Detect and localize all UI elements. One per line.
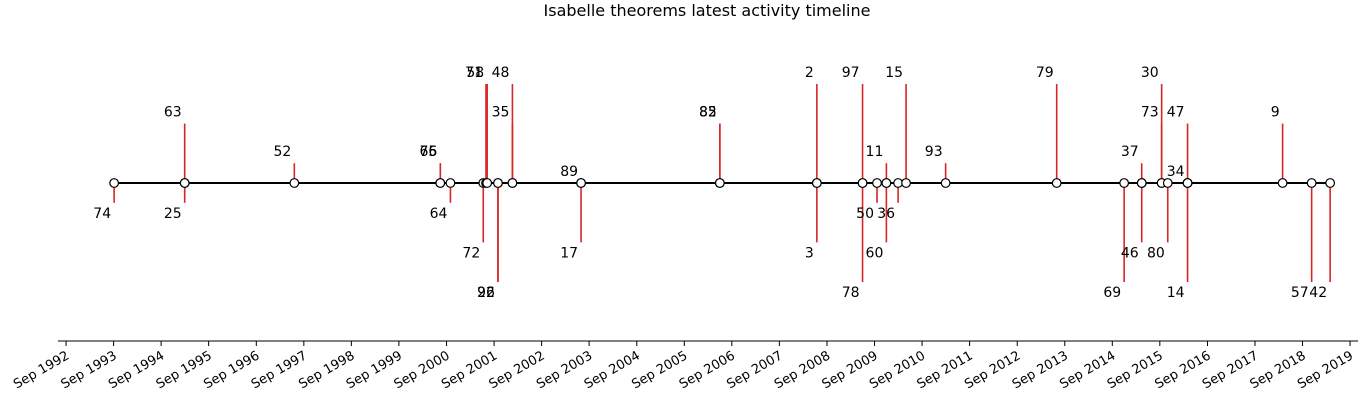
chart-title: Isabelle theorems latest activity timeli…	[544, 1, 871, 20]
event-label: 42	[1309, 285, 1327, 301]
event-marker	[714, 178, 725, 188]
event-label: 78	[842, 285, 860, 301]
event-marker	[435, 178, 446, 188]
stems-layer	[113, 84, 1331, 282]
event-label: 82	[699, 105, 717, 121]
markers-layer	[109, 178, 1336, 188]
event-label: 69	[1103, 285, 1121, 301]
event-label: 48	[492, 65, 510, 81]
event-marker	[179, 178, 190, 188]
event-marker	[1306, 178, 1317, 188]
event-label: 93	[925, 144, 943, 160]
event-marker	[1136, 178, 1147, 188]
event-label: 36	[877, 206, 895, 222]
event-label: 57	[1291, 285, 1309, 301]
event-marker	[940, 178, 951, 188]
event-label: 73	[1141, 105, 1159, 121]
event-label: 52	[274, 144, 292, 160]
event-marker	[289, 178, 300, 188]
event-label: 47	[1167, 105, 1185, 121]
event-label: 64	[430, 206, 448, 222]
event-label: 15	[885, 65, 903, 81]
event-label: 37	[1121, 144, 1139, 160]
event-marker	[1325, 178, 1336, 188]
event-marker	[507, 178, 518, 188]
event-label: 85	[699, 105, 717, 121]
event-label: 72	[462, 245, 480, 261]
event-label: 30	[1141, 65, 1159, 81]
event-label: 50	[856, 206, 874, 222]
event-label: 2	[805, 65, 814, 81]
event-label: 97	[842, 65, 860, 81]
event-marker	[576, 178, 586, 188]
event-label: 3	[805, 245, 814, 261]
event-label: 76	[419, 144, 437, 160]
event-label: 46	[1121, 245, 1139, 261]
event-label: 11	[866, 144, 884, 160]
event-label: 80	[1147, 245, 1165, 261]
event-label: 71	[465, 65, 483, 81]
event-label: 9	[1271, 105, 1280, 121]
event-marker	[901, 178, 911, 188]
event-label: 63	[164, 105, 182, 121]
event-marker	[881, 178, 892, 188]
event-marker	[857, 178, 868, 188]
event-marker	[811, 178, 822, 188]
event-label: 79	[1036, 65, 1054, 81]
event-label: 34	[1167, 164, 1185, 180]
event-marker	[1051, 178, 1062, 188]
event-label: 65	[419, 144, 437, 160]
event-marker	[1182, 178, 1193, 188]
event-marker	[445, 178, 456, 188]
event-label: 89	[560, 164, 578, 180]
event-marker	[872, 178, 882, 188]
event-label: 35	[492, 105, 510, 121]
event-label: 60	[866, 245, 884, 261]
event-marker	[1119, 178, 1130, 188]
event-label: 14	[1167, 285, 1185, 301]
event-marker	[109, 178, 120, 188]
event-label: 74	[93, 206, 111, 222]
event-label: 17	[560, 245, 578, 261]
event-label: 92	[477, 285, 495, 301]
event-label: 58	[466, 65, 484, 81]
event-marker	[482, 178, 493, 188]
event-marker	[1162, 178, 1173, 188]
event-marker	[1277, 178, 1288, 188]
event-marker	[493, 178, 503, 188]
event-marker	[893, 178, 904, 188]
event-label: 25	[164, 206, 182, 222]
event-label: 26	[477, 285, 495, 301]
